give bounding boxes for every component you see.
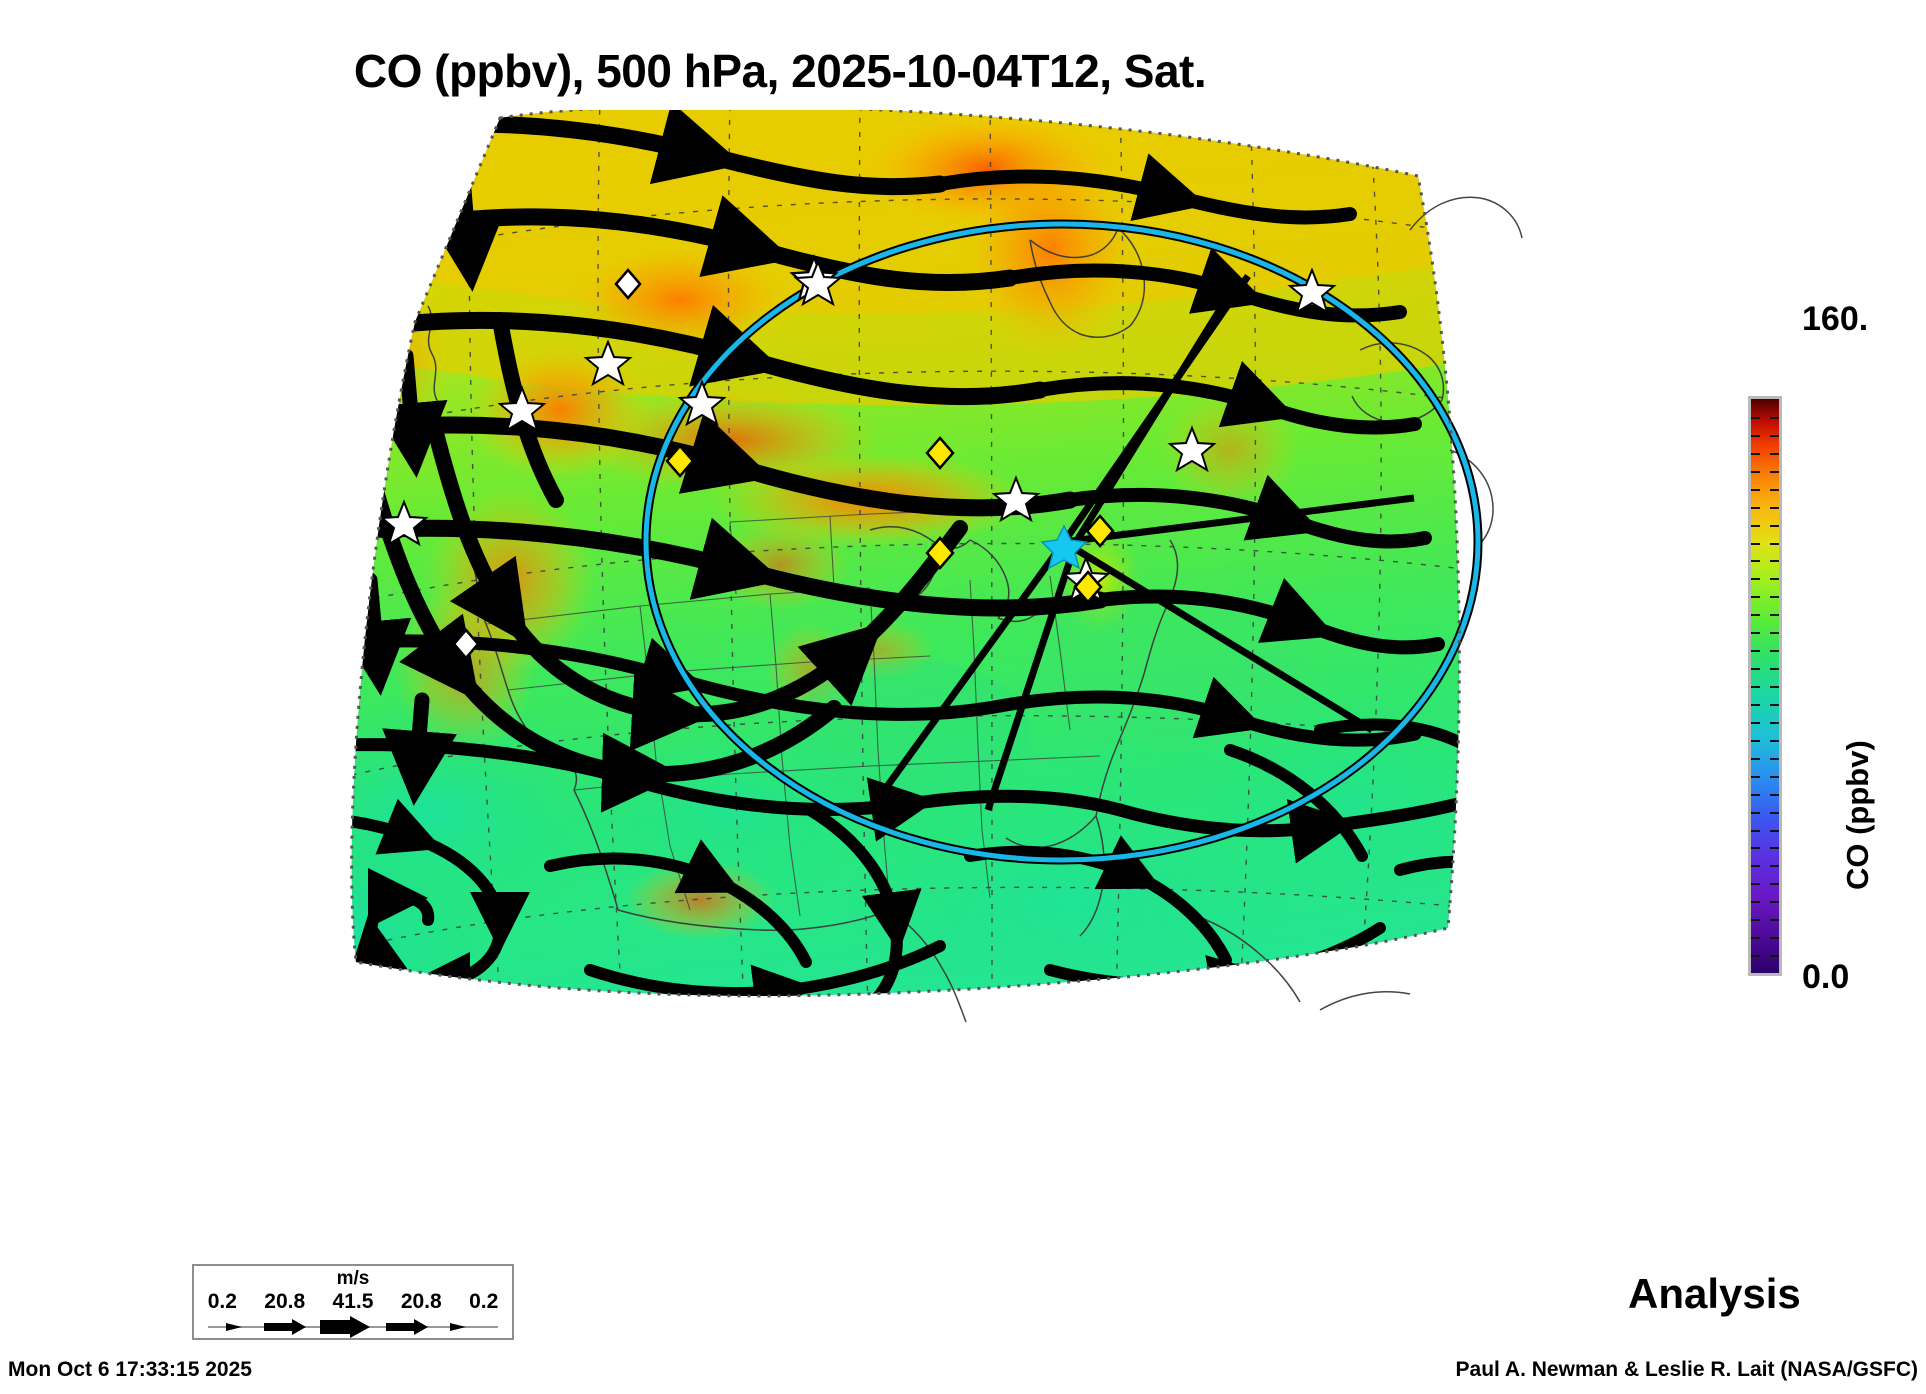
colorbar-tick bbox=[1770, 632, 1779, 635]
colorbar-tick bbox=[1770, 578, 1779, 581]
wind-key-label: 41.5 bbox=[332, 1290, 374, 1313]
colorbar-tick bbox=[1751, 829, 1760, 832]
open-diamond-marker bbox=[452, 268, 642, 660]
colorbar-tick bbox=[1751, 757, 1760, 760]
colorbar-tick bbox=[1770, 847, 1779, 850]
colorbar-tick bbox=[1751, 416, 1760, 419]
colorbar-tick bbox=[1770, 506, 1779, 509]
base-station-star-icon[interactable] bbox=[1040, 524, 1088, 570]
colorbar-tick bbox=[1770, 542, 1779, 545]
colorbar-tick bbox=[1751, 955, 1760, 958]
wind-key-label: 20.8 bbox=[264, 1290, 306, 1313]
colorbar-tick bbox=[1770, 650, 1779, 653]
colorbar-tick bbox=[1751, 811, 1760, 814]
colorbar[interactable] bbox=[1748, 396, 1782, 976]
analysis-label: Analysis bbox=[1628, 1270, 1801, 1317]
colorbar-tick bbox=[1751, 506, 1760, 509]
colorbar-tick bbox=[1751, 596, 1760, 599]
colorbar-tick bbox=[1770, 721, 1779, 724]
colorbar-tick bbox=[1770, 829, 1779, 832]
colorbar-tick bbox=[1751, 524, 1760, 527]
wind-key-label: 20.8 bbox=[400, 1290, 442, 1313]
colorbar-min-label: 0.0 bbox=[1802, 958, 1850, 996]
flight-range-circle bbox=[641, 219, 1483, 865]
colorbar-tick bbox=[1751, 434, 1760, 437]
colorbar-tick bbox=[1751, 865, 1760, 868]
colorbar-tick bbox=[1770, 955, 1779, 958]
wind-key-arrow-scale bbox=[208, 1316, 498, 1338]
map-panel[interactable] bbox=[170, 110, 1580, 1250]
wind-key-units: m/s bbox=[336, 1268, 370, 1289]
colorbar-tick bbox=[1751, 632, 1760, 635]
colorbar-tick bbox=[1751, 488, 1760, 491]
colorbar-tick bbox=[1770, 865, 1779, 868]
colorbar-tick bbox=[1770, 919, 1779, 922]
colorbar-axis-label: CO (ppbv) bbox=[1840, 740, 1875, 890]
page-title: CO (ppbv), 500 hPa, 2025-10-04T12, Sat. bbox=[353, 45, 1207, 97]
colorbar-tick bbox=[1751, 614, 1760, 617]
colorbar-tick bbox=[1751, 703, 1760, 706]
map-figure[interactable] bbox=[170, 110, 1580, 1250]
credit-line: Paul A. Newman & Leslie R. Lait (NASA/GS… bbox=[1455, 1358, 1918, 1381]
colorbar-tick bbox=[1770, 757, 1779, 760]
colorbar-tick bbox=[1751, 739, 1760, 742]
colorbar-tick bbox=[1770, 739, 1779, 742]
colorbar-tick bbox=[1770, 488, 1779, 491]
timestamp: Mon Oct 6 17:33:15 2025 bbox=[8, 1358, 252, 1381]
colorbar-tick bbox=[1751, 793, 1760, 796]
wind-key-label: 0.2 bbox=[469, 1290, 499, 1313]
colorbar-tick bbox=[1751, 686, 1760, 688]
yellow-diamond-marker bbox=[665, 436, 1115, 604]
colorbar-tick bbox=[1770, 775, 1779, 778]
colorbar-tick bbox=[1751, 847, 1760, 850]
site-markers[interactable] bbox=[379, 253, 1337, 660]
colorbar-tick bbox=[1770, 703, 1779, 706]
colorbar-tick bbox=[1751, 542, 1760, 545]
colorbar-tick bbox=[1770, 614, 1779, 617]
colorbar-tick bbox=[1770, 470, 1779, 473]
colorbar-tick bbox=[1770, 560, 1779, 563]
colorbar-tick bbox=[1770, 596, 1779, 599]
wind-key-label: 0.2 bbox=[207, 1290, 237, 1313]
colorbar-tick bbox=[1770, 434, 1779, 437]
colorbar-tick bbox=[1751, 937, 1760, 940]
colorbar-tick bbox=[1751, 883, 1760, 886]
colorbar-tick bbox=[1751, 901, 1760, 904]
colorbar-tick bbox=[1751, 452, 1760, 455]
colorbar-tick bbox=[1751, 650, 1760, 653]
colorbar-tick bbox=[1770, 811, 1779, 814]
colorbar-tick bbox=[1751, 919, 1760, 922]
wind-speed-key: m/s 0.2 20.8 41.5 20.8 0.2 bbox=[192, 1264, 514, 1340]
colorbar-tick bbox=[1770, 416, 1779, 419]
colorbar-max-label: 160. bbox=[1802, 300, 1869, 338]
colorbar-tick bbox=[1751, 668, 1760, 671]
colorbar-tick bbox=[1751, 721, 1760, 724]
colorbar-tick bbox=[1751, 560, 1760, 563]
colorbar-tick bbox=[1751, 470, 1760, 473]
colorbar-tick bbox=[1770, 883, 1779, 886]
colorbar-tick bbox=[1770, 793, 1779, 796]
colorbar-tick bbox=[1770, 937, 1779, 940]
colorbar-tick bbox=[1770, 452, 1779, 455]
colorbar-tick bbox=[1751, 775, 1760, 778]
colorbar-tick bbox=[1751, 578, 1760, 581]
colorbar-tick bbox=[1770, 901, 1779, 904]
colorbar-tick bbox=[1770, 668, 1779, 671]
colorbar-tick bbox=[1770, 524, 1779, 527]
wind-key-labels: 0.2 20.8 41.5 20.8 0.2 bbox=[194, 1290, 512, 1314]
flight-track-lines bbox=[867, 274, 1415, 813]
colorbar-tick bbox=[1770, 686, 1779, 688]
